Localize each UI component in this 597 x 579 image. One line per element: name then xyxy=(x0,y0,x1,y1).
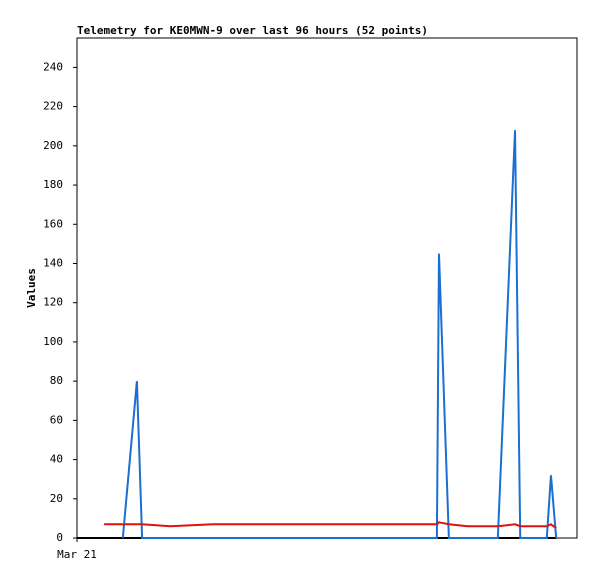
x-tick-label: Mar 21 xyxy=(57,548,97,561)
y-axis-label: Values xyxy=(25,268,38,308)
y-tick-label: 240 xyxy=(43,60,63,73)
y-tick-label: 220 xyxy=(43,100,63,113)
series-line xyxy=(121,130,558,539)
y-tick-label: 40 xyxy=(50,453,63,466)
y-tick-label: 120 xyxy=(43,296,63,309)
y-tick-label: 100 xyxy=(43,335,63,348)
y-tick-label: 0 xyxy=(56,531,63,544)
series-line xyxy=(104,521,557,529)
y-tick-label: 140 xyxy=(43,256,63,269)
y-tick-label: 180 xyxy=(43,178,63,191)
y-tick-label: 20 xyxy=(50,492,63,505)
y-tick-label: 160 xyxy=(43,217,63,230)
y-tick-label: 80 xyxy=(50,374,63,387)
y-tick-label: 60 xyxy=(50,413,63,426)
y-tick-label: 200 xyxy=(43,139,63,152)
chart-title: Telemetry for KE0MWN-9 over last 96 hour… xyxy=(77,24,428,37)
